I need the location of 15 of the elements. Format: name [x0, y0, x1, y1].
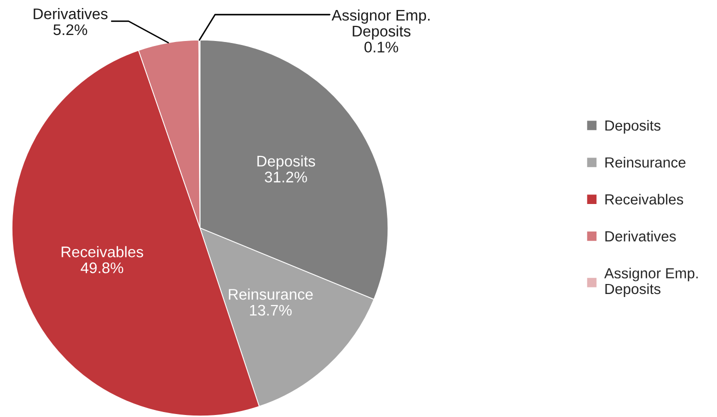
- legend-label: Derivatives: [605, 230, 676, 242]
- slice-label: Reinsurance: [228, 288, 313, 300]
- data-label: 49.8%: [80, 262, 124, 274]
- data-label: 0.1%: [364, 42, 398, 52]
- data-label: 13.7%: [250, 304, 292, 316]
- legend-label: Reinsurance: [605, 156, 686, 168]
- legend-label: Receivables: [605, 194, 684, 205]
- data-label: 5.2%: [53, 24, 88, 36]
- legend-label: Assignor Emp. Deposits: [604, 268, 698, 298]
- slice-label: Derivatives: [34, 8, 108, 20]
- slice-label: Deposits: [257, 155, 316, 170]
- slice-label: Assignor Emp. Deposits: [332, 9, 430, 40]
- slice-label: Receivables: [62, 246, 144, 258]
- data-label: 31.2%: [264, 172, 307, 182]
- legend-label: Deposits: [605, 120, 660, 134]
